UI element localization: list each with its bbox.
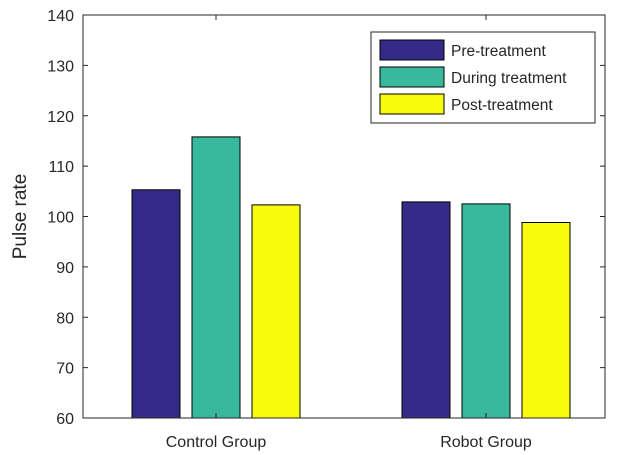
x-tick-label: Robot Group <box>440 434 532 451</box>
y-tick-label: 70 <box>56 361 74 378</box>
y-tick-label: 80 <box>56 310 74 327</box>
legend: Pre-treatment During treatment Post-treatm… <box>370 31 596 124</box>
bar <box>461 203 511 419</box>
y-tick-label: 140 <box>47 8 74 25</box>
x-axis-tick-labels: Control Group Robot Group <box>166 434 532 451</box>
legend-swatch <box>379 93 445 115</box>
legend-entries: Pre-treatment During treatment Post-treatm… <box>379 39 567 115</box>
y-tick-label: 100 <box>47 210 74 227</box>
legend-swatch <box>379 66 445 88</box>
plot-frame <box>82 14 606 419</box>
y-tick-label: 130 <box>47 58 74 75</box>
y-tick-label: 120 <box>47 109 74 126</box>
x-tick-label: Control Group <box>166 434 267 451</box>
y-tick-label: 90 <box>56 260 74 277</box>
bar <box>401 201 451 419</box>
bar <box>131 189 181 419</box>
legend-label: During treatment <box>451 70 567 87</box>
y-axis-label: Pulse rate <box>10 174 31 260</box>
bar <box>521 222 571 419</box>
bars-layer <box>131 136 571 419</box>
legend-swatch <box>379 39 445 61</box>
bar <box>251 204 301 419</box>
bar <box>191 136 241 419</box>
y-tick-label: 110 <box>48 159 74 176</box>
y-axis-tick-labels: 60 70 80 90 100 110 120 130 140 <box>47 8 74 428</box>
legend-label: Post-treatment <box>451 97 553 114</box>
legend-label: Pre-treatment <box>451 43 546 60</box>
y-tick-label: 60 <box>56 411 74 428</box>
